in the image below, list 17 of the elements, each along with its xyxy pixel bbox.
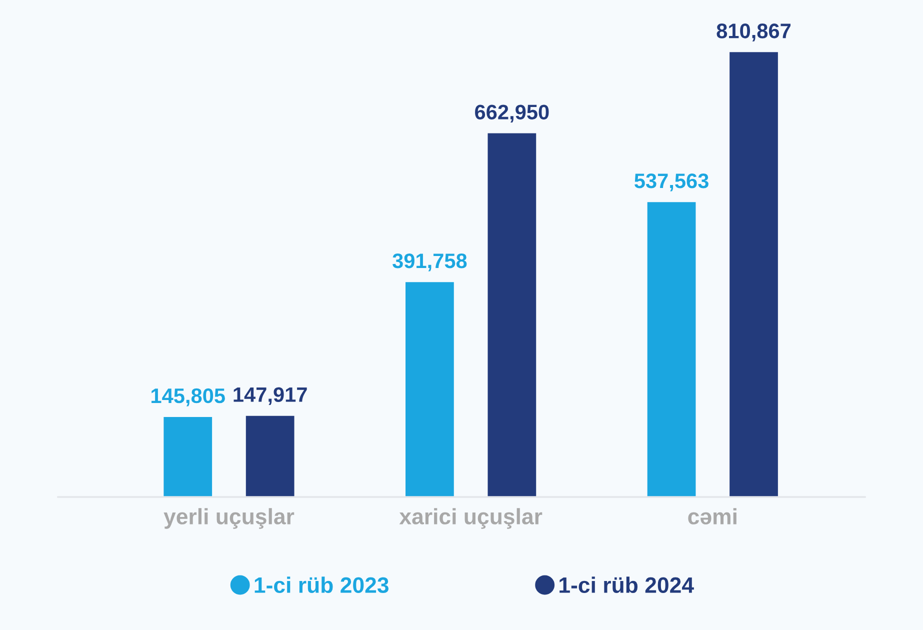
bar [488,133,536,497]
bar [246,416,294,497]
x-tick-label: xarici uçuşlar [399,508,542,529]
data-label: 662,950 [475,104,549,122]
data-label: 810,867 [716,24,790,42]
bar [164,417,212,497]
bar [406,282,454,497]
legend-label: 1-ci rüb 2023 [254,576,388,594]
data-label: 391,758 [392,253,467,272]
data-label: 145,805 [152,388,225,406]
bar [647,202,696,497]
x-tick-label: cəmi [688,508,736,524]
x-tick-label: yerli uçuşlar [164,508,294,529]
data-label: 147,917 [234,387,307,406]
legend-label: 1-ci rüb 2024 [560,576,694,594]
data-label: 537,563 [634,173,708,192]
bar [730,52,778,497]
